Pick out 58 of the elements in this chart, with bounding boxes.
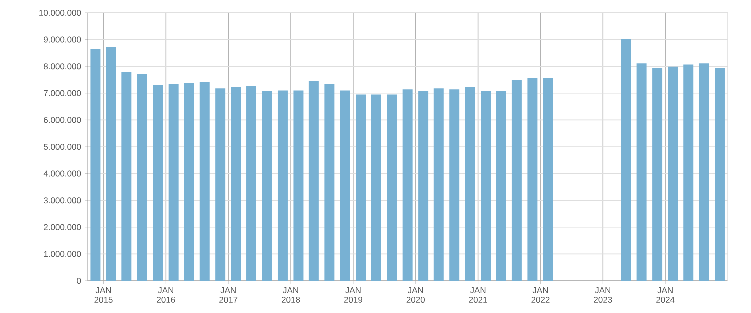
x-tick-label: JAN 2016: [157, 288, 176, 303]
x-tick-label: JAN 2020: [406, 288, 425, 303]
bar: [371, 94, 382, 281]
bar: [636, 64, 647, 281]
bar: [356, 94, 366, 281]
bar: [90, 49, 101, 281]
bar: [184, 83, 194, 281]
y-tick-label: 2.000.000: [44, 224, 82, 230]
bar: [512, 80, 522, 281]
bar: [434, 88, 444, 281]
y-tick-label: 4.000.000: [44, 170, 82, 177]
y-tick-label: 5.000.000: [44, 144, 82, 150]
y-tick-label: 9.000.000: [44, 36, 82, 43]
bar: [294, 90, 304, 281]
bar: [528, 78, 538, 281]
x-tick-label: JAN 2024: [656, 288, 675, 303]
bar: [231, 88, 242, 281]
x-tick-label: JAN 2017: [220, 288, 238, 303]
bar: [153, 85, 164, 281]
bar: [122, 72, 132, 281]
bar: [216, 88, 226, 281]
bar: [699, 64, 710, 281]
bar: [450, 90, 460, 281]
bar: [496, 92, 506, 281]
bar: [308, 81, 319, 281]
bar: [324, 84, 335, 281]
bar: [481, 92, 491, 281]
y-tick-label: 10.000.000: [40, 10, 82, 16]
bar: [340, 90, 350, 281]
bar: [652, 68, 663, 281]
x-tick-label: JAN 2018: [282, 288, 300, 303]
x-tick-label: JAN 2022: [532, 288, 550, 303]
x-tick-label: JAN 2023: [594, 288, 612, 303]
bar: [137, 74, 148, 281]
y-tick-label: 3.000.000: [44, 198, 82, 204]
bar: [715, 68, 725, 281]
bar: [106, 47, 116, 281]
bar: [465, 88, 476, 281]
y-tick-label: 1.000.000: [44, 251, 82, 258]
y-tick-label: 0: [77, 278, 82, 284]
y-tick-label: 8.000.000: [44, 64, 82, 70]
bar: [168, 84, 179, 281]
x-tick-label: JAN 2015: [94, 288, 113, 303]
bar: [668, 66, 678, 281]
bar: [402, 90, 413, 281]
bar: [387, 94, 398, 281]
bar: [543, 78, 554, 281]
bar: [246, 86, 257, 281]
y-tick-label: 7.000.000: [44, 90, 82, 96]
x-tick-label: JAN 2019: [344, 288, 362, 303]
y-tick-label: 6.000.000: [44, 117, 82, 124]
bar: [262, 92, 272, 281]
bar: [200, 82, 210, 281]
bar: [684, 64, 694, 281]
bar: [418, 92, 429, 281]
bar: [278, 90, 288, 281]
x-tick-label: JAN 2021: [469, 288, 488, 303]
bar: [621, 38, 632, 281]
